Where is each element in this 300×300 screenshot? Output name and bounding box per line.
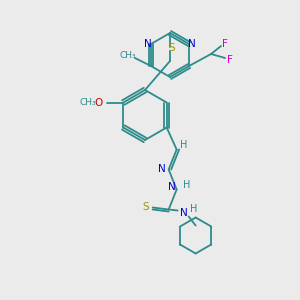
Text: O: O — [94, 98, 103, 107]
Text: F: F — [222, 39, 228, 49]
Text: H: H — [190, 203, 197, 214]
Text: N: N — [188, 39, 196, 49]
Text: CH₃: CH₃ — [79, 98, 96, 107]
Text: N: N — [168, 182, 176, 193]
Text: N: N — [180, 208, 188, 218]
Text: H: H — [183, 181, 190, 190]
Text: S: S — [169, 43, 175, 53]
Text: N: N — [144, 39, 152, 49]
Text: CH₃: CH₃ — [120, 52, 136, 61]
Text: H: H — [180, 140, 187, 149]
Text: S: S — [142, 202, 149, 212]
Text: N: N — [158, 164, 166, 175]
Text: F: F — [227, 55, 233, 65]
